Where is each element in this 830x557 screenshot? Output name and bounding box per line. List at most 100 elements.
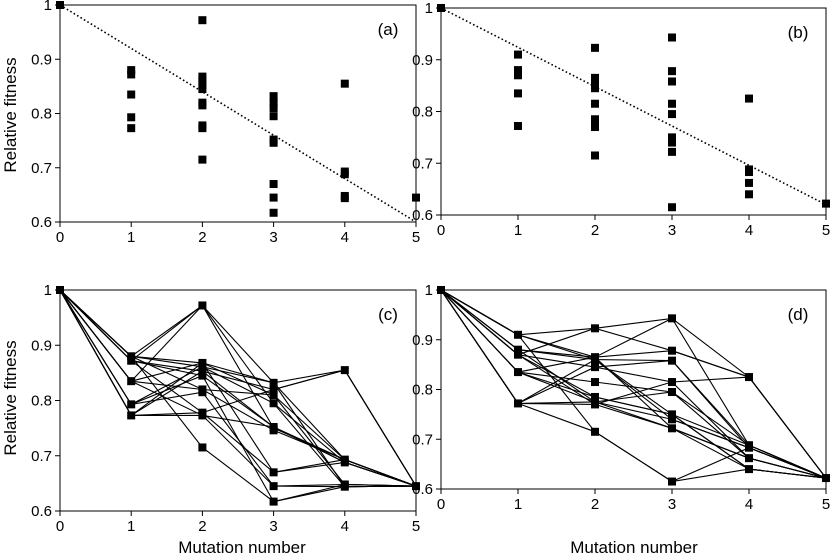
- data-point: [591, 151, 599, 160]
- data-point: [269, 138, 278, 147]
- data-point: [269, 180, 278, 189]
- panel-a: 0 1 2 3 4 5 0.6 0.7 0.8 0.9 1 (a): [31, 0, 420, 246]
- data-point: [127, 356, 136, 365]
- y-tick-label: 0.8: [412, 104, 433, 121]
- trajectory-line: [59, 289, 417, 487]
- y-tick-label: 1: [44, 0, 52, 14]
- panel-label: (a): [378, 20, 399, 39]
- plot-frame: [440, 7, 827, 216]
- data-point: [269, 104, 278, 113]
- data-point: [745, 373, 753, 382]
- y-tick-label: 0.6: [412, 481, 433, 498]
- trajectory-line: [440, 289, 827, 479]
- trend-line: [59, 4, 417, 223]
- data-point: [591, 378, 599, 387]
- trajectory-line: [440, 289, 827, 479]
- x-tick-label: 0: [56, 518, 64, 535]
- data-point: [668, 203, 676, 212]
- data-point: [514, 368, 522, 377]
- panel-label: (b): [788, 23, 809, 42]
- trajectory-line: [59, 289, 417, 487]
- trajectory-line: [440, 289, 827, 483]
- data-point: [514, 330, 522, 339]
- data-point: [127, 400, 136, 409]
- x-tick-label: 2: [591, 222, 599, 239]
- trajectory-line: [440, 289, 827, 479]
- panel-d: 0 1 2 3 4 5 0.6 0.7 0.8 0.9 1 (d): [412, 282, 830, 513]
- x-tick-label: 1: [127, 229, 135, 246]
- trajectory-line: [440, 289, 827, 479]
- data-point: [668, 314, 676, 323]
- data-point: [269, 468, 278, 477]
- trajectory-line: [440, 289, 827, 479]
- data-point: [198, 85, 207, 94]
- data-point: [745, 178, 753, 187]
- trajectory-line: [440, 289, 827, 479]
- data-point: [269, 497, 278, 506]
- data-point: [269, 390, 278, 399]
- data-point: [198, 80, 207, 89]
- data-point: [668, 138, 676, 147]
- x-tick-label: 3: [668, 222, 676, 239]
- data-point: [822, 199, 830, 208]
- data-point: [340, 194, 349, 203]
- data-point: [668, 346, 676, 355]
- trajectory-line: [440, 289, 827, 479]
- data-point: [269, 112, 278, 121]
- panel-label: (c): [378, 305, 398, 324]
- data-point: [591, 76, 599, 85]
- data-point: [668, 110, 676, 119]
- y-tick-label: 1: [425, 0, 433, 17]
- data-point: [668, 147, 676, 156]
- data-point: [668, 133, 676, 142]
- y-tick-label: 0.7: [412, 155, 433, 172]
- data-point: [437, 4, 445, 12]
- trajectory-line: [440, 289, 827, 479]
- trajectory-line: [59, 289, 417, 487]
- trajectory-line: [440, 289, 827, 479]
- x-tick-label: 4: [341, 518, 349, 535]
- x-tick-label: 5: [412, 229, 420, 246]
- trajectory-line: [59, 289, 417, 487]
- y-tick-label: 0.6: [31, 214, 52, 231]
- trajectory-line: [440, 289, 827, 479]
- trajectory-line: [59, 289, 417, 487]
- data-point: [668, 387, 676, 396]
- y-tick-label: 1: [425, 282, 433, 299]
- data-point: [745, 443, 753, 452]
- y-tick-label: 0.6: [31, 503, 52, 520]
- data-point: [668, 99, 676, 108]
- data-point: [668, 33, 676, 42]
- data-point: [198, 155, 207, 164]
- data-point: [127, 66, 136, 75]
- y-tick-label: 0.9: [31, 337, 52, 354]
- data-point: [591, 400, 599, 409]
- y-axis-title-bottom: Relative fitness: [1, 340, 20, 455]
- trajectory-line: [440, 289, 827, 479]
- data-point: [514, 399, 522, 408]
- data-point: [514, 71, 522, 80]
- data-point: [745, 168, 753, 177]
- plot-frame: [59, 289, 417, 512]
- trajectory-line: [59, 289, 417, 503]
- data-point: [198, 16, 207, 25]
- x-tick-label: 1: [514, 496, 522, 513]
- data-point: [668, 477, 676, 486]
- data-point: [591, 392, 599, 401]
- trajectory-line: [440, 289, 827, 479]
- trajectory-line: [59, 289, 417, 487]
- data-point: [668, 356, 676, 365]
- x-tick-label: 2: [198, 518, 206, 535]
- data-point: [269, 208, 278, 217]
- data-point: [127, 352, 136, 361]
- trajectory-line: [59, 289, 417, 488]
- data-point: [127, 113, 136, 122]
- data-point: [269, 385, 278, 394]
- data-point: [198, 362, 207, 371]
- x-tick-label: 0: [437, 222, 445, 239]
- trajectory-line: [440, 289, 827, 479]
- panel-c: 0 1 2 3 4 5 0.6 0.7 0.8 0.9 1 (c): [31, 282, 420, 535]
- data-point: [745, 190, 753, 199]
- trajectory-line: [59, 289, 417, 488]
- x-tick-label: 3: [269, 518, 277, 535]
